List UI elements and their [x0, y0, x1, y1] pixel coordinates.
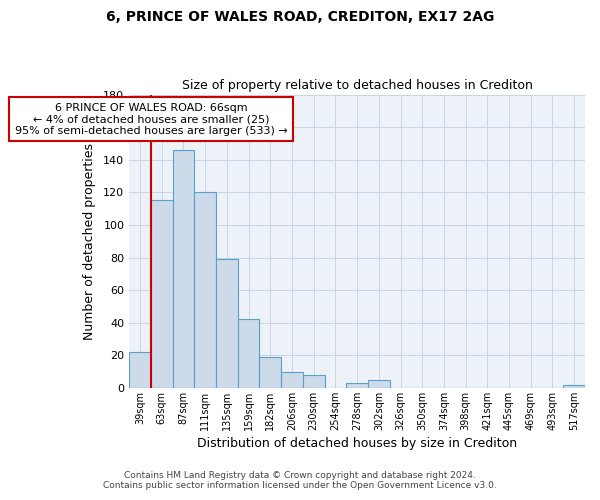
- X-axis label: Distribution of detached houses by size in Crediton: Distribution of detached houses by size …: [197, 437, 517, 450]
- Bar: [281, 372, 303, 388]
- Y-axis label: Number of detached properties: Number of detached properties: [83, 142, 97, 340]
- Bar: [259, 357, 281, 388]
- Bar: [238, 320, 259, 388]
- Bar: [129, 352, 151, 388]
- Text: 6, PRINCE OF WALES ROAD, CREDITON, EX17 2AG: 6, PRINCE OF WALES ROAD, CREDITON, EX17 …: [106, 10, 494, 24]
- Bar: [216, 259, 238, 388]
- Title: Size of property relative to detached houses in Crediton: Size of property relative to detached ho…: [182, 79, 533, 92]
- Bar: [173, 150, 194, 388]
- Bar: [194, 192, 216, 388]
- Bar: [368, 380, 389, 388]
- Text: 6 PRINCE OF WALES ROAD: 66sqm
← 4% of detached houses are smaller (25)
95% of se: 6 PRINCE OF WALES ROAD: 66sqm ← 4% of de…: [14, 102, 287, 136]
- Bar: [151, 200, 173, 388]
- Bar: [303, 375, 325, 388]
- Text: Contains HM Land Registry data © Crown copyright and database right 2024.
Contai: Contains HM Land Registry data © Crown c…: [103, 470, 497, 490]
- Bar: [563, 384, 585, 388]
- Bar: [346, 383, 368, 388]
